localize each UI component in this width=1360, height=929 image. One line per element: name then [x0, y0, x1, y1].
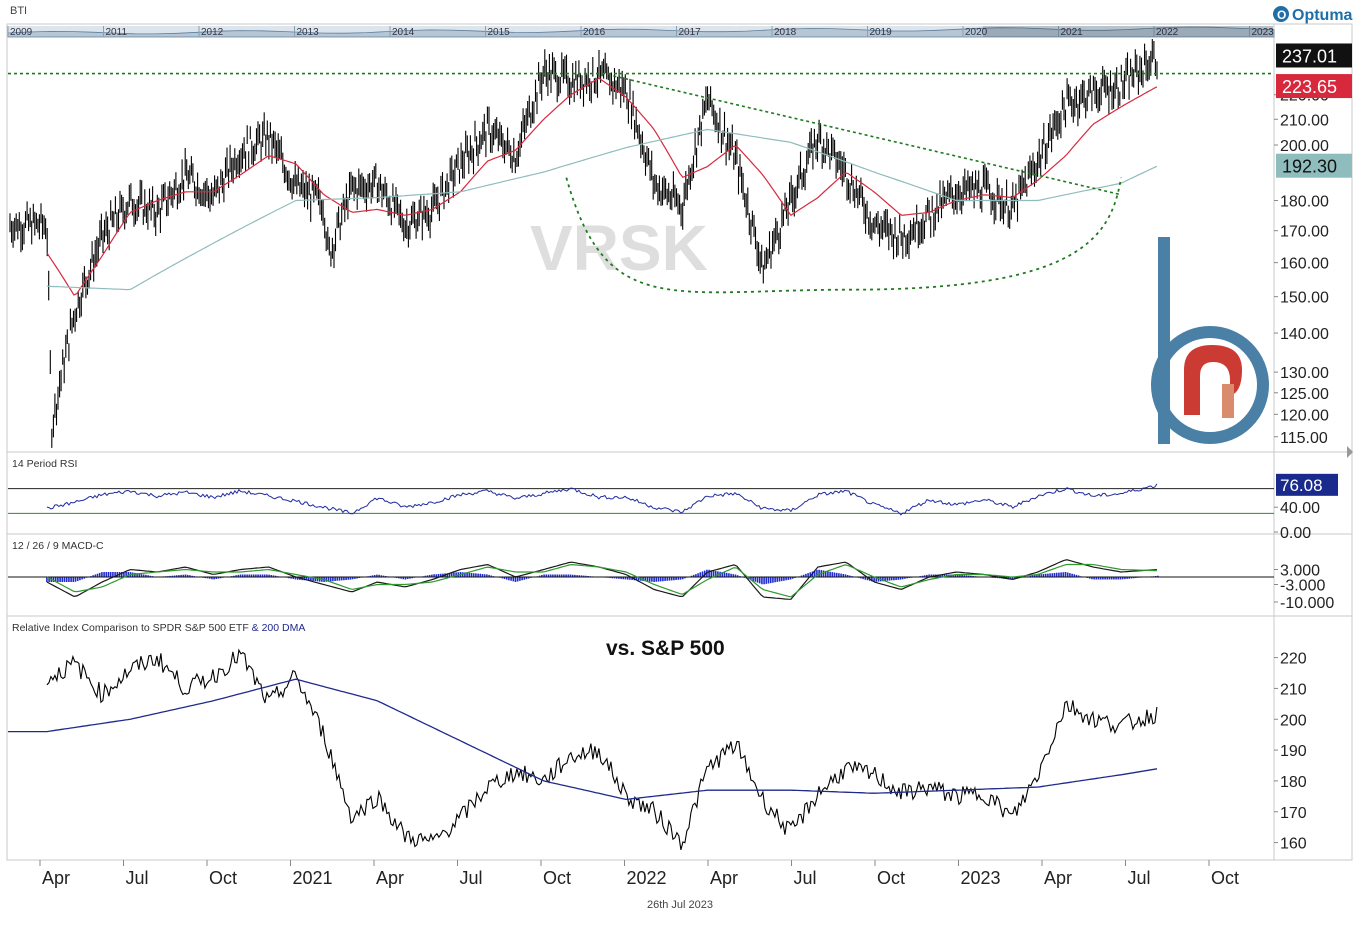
optuma-brand: Optuma: [1292, 7, 1353, 24]
x-tick-label: Oct: [543, 868, 571, 888]
macd-tick-label: 3.000: [1280, 563, 1320, 580]
sp500-annotation: vs. S&P 500: [606, 637, 725, 660]
timeline-year-label: 2023: [1252, 27, 1275, 38]
x-tick-label: Apr: [376, 868, 404, 888]
timeline-year-label: 2022: [1156, 27, 1179, 38]
macd-title: 12 / 26 / 9 MACD-C: [12, 540, 104, 552]
timeline-strip[interactable]: 2009 2011 2012 2013 2014 2015 2016 2017 2018 2019…: [7, 26, 1275, 38]
price-tick-label: 160.00: [1280, 256, 1329, 273]
optuma-logo: O Optuma: [1273, 6, 1353, 24]
x-tick-label: 2022: [627, 868, 667, 888]
chart-frame: [6, 23, 1353, 861]
relative-tick-label: 210: [1280, 681, 1307, 698]
x-tick-label: Apr: [710, 868, 738, 888]
footer-date: 26th Jul 2023: [647, 899, 713, 911]
macd-tick-label: -3.000: [1280, 578, 1325, 595]
macd-tick-label: -10.000: [1280, 595, 1334, 612]
relative-title: Relative Index Comparison to SPDR S&P 50…: [12, 622, 305, 634]
timeline-year-label: 2021: [1061, 27, 1084, 38]
price-tick-label: 140.00: [1280, 326, 1329, 343]
price-tick-label: 170.00: [1280, 224, 1329, 241]
price-label-1: 237.01: [1276, 43, 1352, 68]
price-label-3: 192.30: [1276, 153, 1352, 178]
rsi-value-badge: [1276, 473, 1338, 496]
ma-short-line: [46, 77, 1158, 296]
saucer-arc: [565, 177, 1122, 294]
timeline-selection[interactable]: [983, 26, 1273, 37]
svg-text:192.30: 192.30: [1282, 157, 1337, 177]
relative-line: [46, 648, 1158, 851]
rsi-tick-label: 40.00: [1280, 500, 1320, 517]
rsi-title: 14 Period RSI: [12, 458, 77, 470]
relative-200dma-line: [8, 678, 1158, 801]
rsi-value-label: 76.08: [1280, 476, 1323, 495]
x-tick-label: 2021: [293, 868, 333, 888]
relative-tick-label: 160: [1280, 836, 1307, 853]
relative-tick-label: 200: [1280, 712, 1307, 729]
x-tick-label: 2023: [961, 868, 1001, 888]
downtrend-line: [613, 75, 1122, 196]
relative-tick-label: 170: [1280, 805, 1307, 822]
x-tick-label: Jul: [1128, 868, 1151, 888]
svg-text:O: O: [1277, 8, 1286, 22]
x-tick-label: Jul: [794, 868, 817, 888]
relative-tick-label: 180: [1280, 774, 1307, 791]
x-tick-label: Apr: [1044, 868, 1072, 888]
rsi-tick-label: 0.00: [1280, 525, 1311, 542]
price-tick-label: 125.00: [1280, 386, 1329, 403]
timeline-year-label: 2017: [679, 27, 702, 38]
price-tick-label: 150.00: [1280, 290, 1329, 307]
price-tick-label: 120.00: [1280, 407, 1329, 424]
price-tick-label: 200.00: [1280, 138, 1329, 155]
timeline-year-label: 2015: [488, 27, 511, 38]
timeline-year-label: 2013: [297, 27, 320, 38]
x-tick-label: Jul: [126, 868, 149, 888]
optuma-logo-icon: [1273, 6, 1289, 22]
relative-tick-label: 220: [1280, 651, 1307, 668]
timeline-year-label: 2014: [392, 27, 415, 38]
macd-line: [46, 559, 1157, 600]
bp-logo: [1151, 237, 1269, 444]
price-label-2: 223.65: [1276, 74, 1352, 99]
ma-long-line: [46, 128, 1158, 291]
timeline-year-label: 2011: [106, 27, 128, 38]
relative-tick-label: 190: [1280, 743, 1307, 760]
price-tick-label: 180.00: [1280, 194, 1329, 211]
x-tick-label: Apr: [42, 868, 70, 888]
price-tick-label: 130.00: [1280, 365, 1329, 382]
x-tick-label: Oct: [209, 868, 237, 888]
ticker-label: BTI: [10, 5, 27, 17]
macd-signal-line: [46, 563, 1157, 598]
rsi-line: [46, 483, 1158, 516]
timeline-year-label: 2019: [870, 27, 893, 38]
ticker-watermark: VRSK: [530, 212, 708, 284]
timeline-year-label: 2009: [10, 27, 33, 38]
x-tick-label: Jul: [460, 868, 483, 888]
price-tick-label: 210.00: [1280, 112, 1329, 129]
x-tick-label: Oct: [1211, 868, 1239, 888]
price-tick-label: 115.00: [1280, 430, 1328, 447]
svg-text:237.01: 237.01: [1282, 46, 1337, 66]
x-tick-label: Oct: [877, 868, 905, 888]
timeline-year-label: 2016: [583, 27, 606, 38]
timeline-year-label: 2020: [965, 27, 988, 38]
svg-text:223.65: 223.65: [1282, 77, 1337, 97]
timeline-year-label: 2012: [201, 27, 224, 38]
panel-scroll-arrow[interactable]: [1347, 446, 1353, 458]
timeline-year-label: 2018: [774, 27, 797, 38]
